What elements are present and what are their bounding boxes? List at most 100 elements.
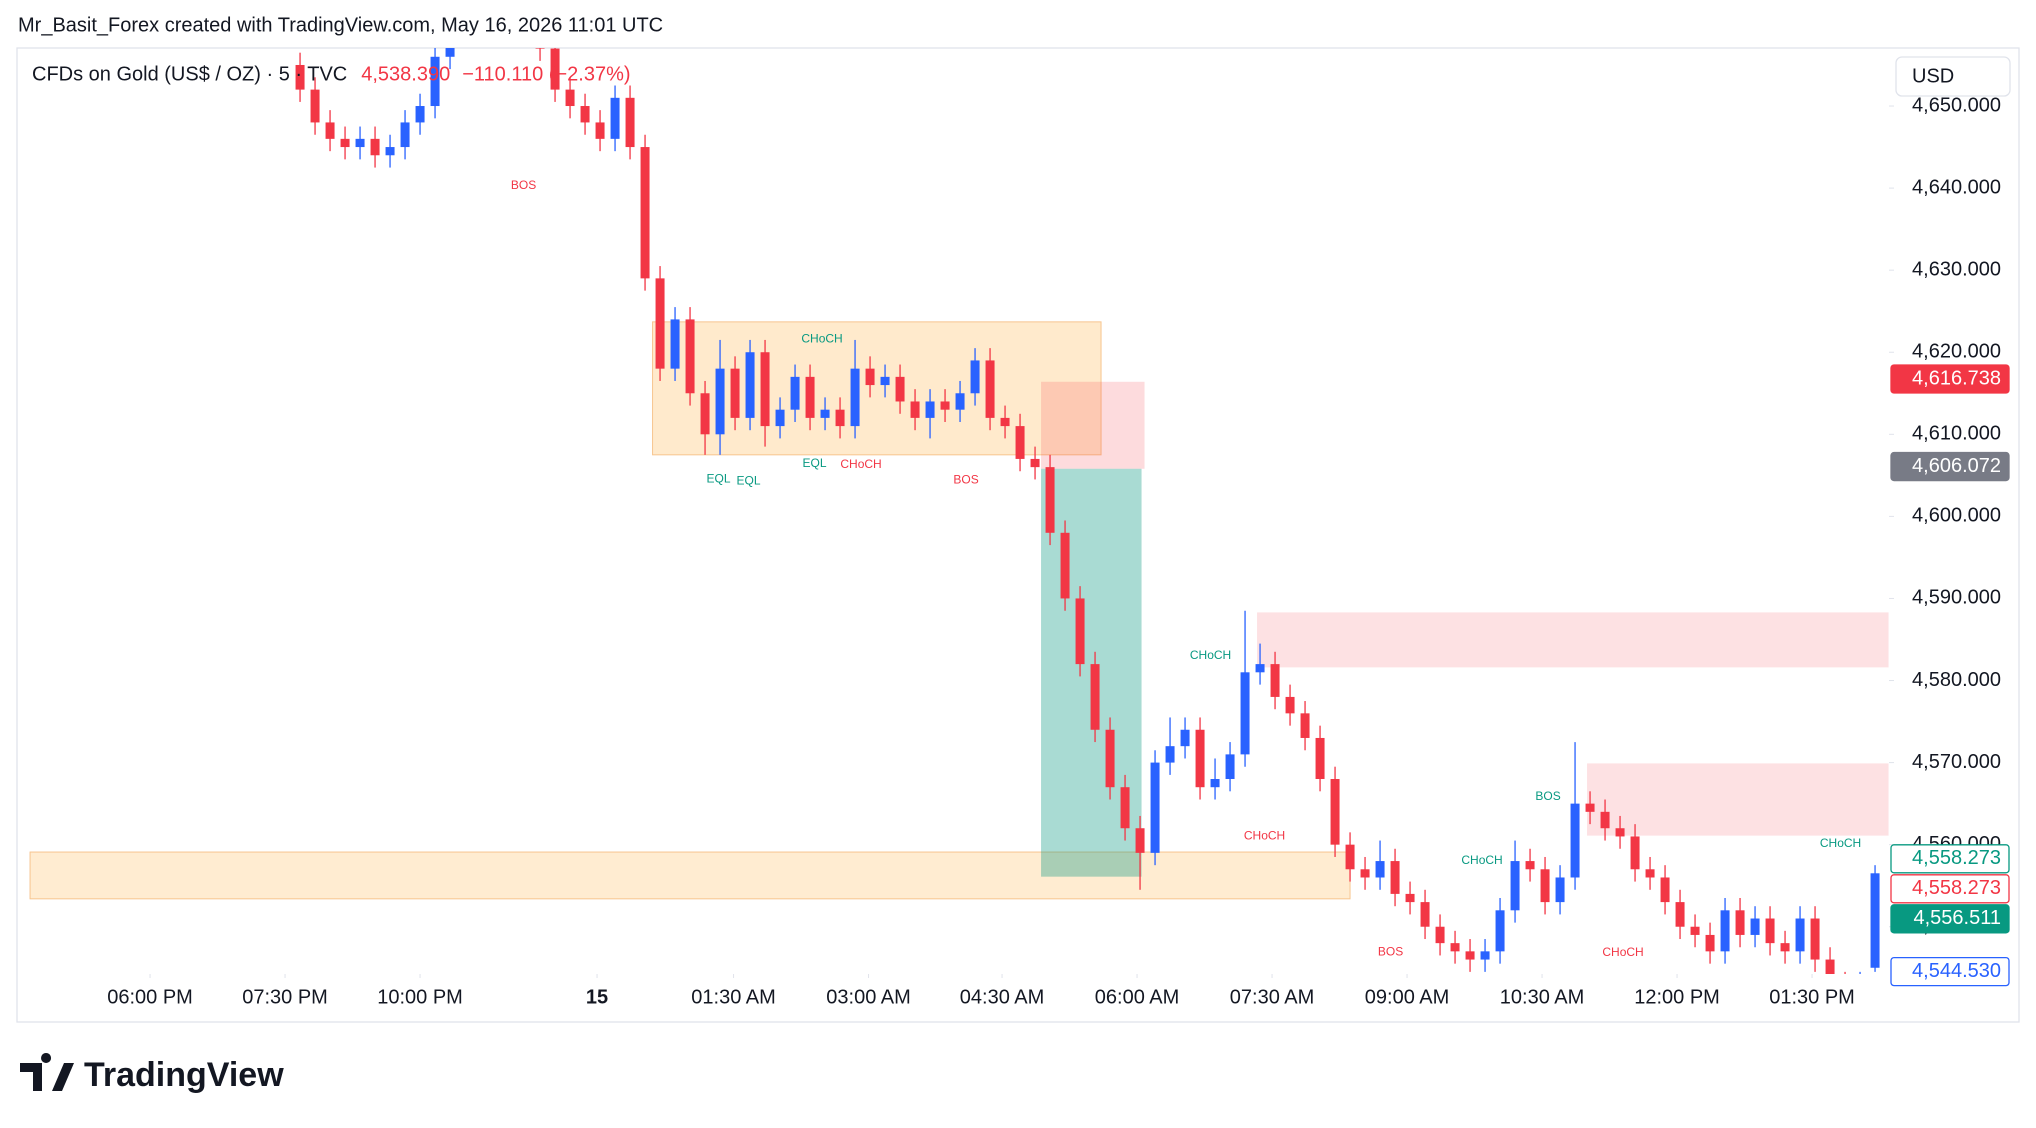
candle-body: [1450, 943, 1460, 952]
price-badge: [1890, 844, 2010, 874]
candle-body: [655, 278, 665, 369]
x-tick-label: 01:30 AM: [691, 986, 776, 1008]
candle-body: [895, 376, 905, 402]
zone: [1257, 612, 1889, 668]
candle-body: [1465, 951, 1475, 960]
price-badge-label: 4,544.530: [1912, 960, 2001, 982]
candle-body: [1375, 861, 1385, 878]
candle-body: [370, 138, 380, 156]
symbol-name: CFDs on Gold (US$ / OZ) · 5 · TVC: [32, 63, 347, 85]
candle-body: [790, 376, 800, 410]
candle-body: [1540, 869, 1550, 903]
candle-body: [1720, 910, 1730, 952]
candle-body: [355, 138, 365, 148]
candle-body: [1750, 918, 1760, 935]
candle-body: [670, 319, 680, 369]
candle-body: [1075, 598, 1085, 665]
y-tick-label: 4,620.000: [1912, 341, 2001, 363]
candle-body: [1150, 762, 1160, 853]
zone: [652, 321, 1102, 456]
logo-icon: [20, 1053, 74, 1091]
x-tick-label: 07:30 AM: [1230, 986, 1315, 1008]
candle-body: [1675, 902, 1685, 927]
zone: [29, 851, 1351, 900]
candle-body: [1360, 869, 1370, 878]
candle-body: [1600, 811, 1610, 829]
candle-body: [1555, 877, 1565, 903]
candle-body: [1705, 934, 1715, 952]
candle-body: [1165, 746, 1175, 763]
candle-body: [1240, 672, 1250, 755]
candle-body: [880, 376, 890, 386]
candle-body: [1285, 696, 1295, 714]
price-badge-label: 4,558.273: [1912, 877, 2001, 899]
candle-body: [1015, 426, 1025, 459]
y-tick-label: 4,570.000: [1912, 751, 2001, 773]
currency-label[interactable]: USD: [1912, 65, 1954, 87]
candle-body: [580, 106, 590, 123]
candle-body: [476, 0, 485, 8]
chart-frame: [16, 47, 2020, 1023]
annotation: CHoCH: [801, 331, 842, 345]
x-tick-label: 12:00 PM: [1634, 986, 1720, 1008]
candle-body: [925, 401, 935, 418]
candle-body: [850, 368, 860, 427]
candle-body: [1390, 861, 1400, 894]
y-tick-label: 4,640.000: [1912, 176, 2001, 198]
candle-body: [970, 360, 980, 394]
candle-body: [325, 122, 335, 139]
candle-body: [1825, 959, 1835, 974]
candle-body: [700, 393, 710, 435]
zone: [1041, 381, 1145, 469]
candle-body: [565, 89, 575, 107]
annotation: BOS: [1535, 789, 1560, 803]
candle-body: [415, 106, 425, 123]
x-tick-label: 09:00 AM: [1365, 986, 1450, 1008]
candle-body: [595, 122, 605, 139]
y-tick-label: 4,580.000: [1912, 669, 2001, 691]
candle-body: [1330, 779, 1340, 845]
candle-body: [1645, 869, 1655, 878]
price-badge-label: 4,556.511: [1914, 907, 2002, 929]
x-tick-label: 01:30 PM: [1769, 986, 1855, 1008]
candle-body: [625, 97, 635, 148]
x-tick-label: 06:00 AM: [1095, 986, 1180, 1008]
currency-button[interactable]: USD: [1895, 56, 2011, 97]
candle-body: [1660, 877, 1670, 903]
x-tick-label: 07:30 PM: [242, 986, 328, 1008]
y-tick-label: 4,650.000: [1912, 94, 2001, 116]
annotation: EQL: [803, 456, 827, 470]
candle-body: [760, 352, 770, 427]
x-tick-label: 15: [586, 986, 608, 1008]
candle-body: [775, 409, 785, 427]
candle-body: [1030, 458, 1040, 468]
candle-body: [1630, 836, 1640, 870]
currency-button-bg[interactable]: [1895, 56, 2011, 97]
axes: 4,550.0004,560.0004,570.0004,580.0004,59…: [107, 94, 2010, 1008]
header-title: Mr_Basit_Forex created with TradingView.…: [18, 14, 663, 36]
candle-body: [1735, 910, 1745, 935]
candle-body: [1300, 713, 1310, 738]
annotation: CHoCH: [1602, 945, 1643, 959]
x-tick-label: 06:00 PM: [107, 986, 193, 1008]
candle-body: [985, 360, 995, 418]
annotation: CHoCH: [1244, 829, 1285, 843]
candle-body: [1000, 417, 1010, 427]
y-tick-label: 4,590.000: [1912, 587, 2001, 609]
candle-body: [805, 376, 815, 418]
candle-body: [610, 97, 620, 139]
candle-body: [835, 409, 845, 427]
annotation: BOS: [511, 178, 536, 192]
candle-body: [1870, 873, 1880, 968]
candle-body: [715, 368, 725, 435]
candle-body: [1255, 664, 1265, 673]
annotation: CHoCH: [840, 457, 881, 471]
annotation: EQL: [707, 472, 731, 486]
legend: CFDs on Gold (US$ / OZ) · 5 · TVC 4,538.…: [32, 63, 631, 85]
candle-body: [1795, 918, 1805, 952]
zone: [1587, 763, 1889, 836]
quote-change: −110.110 (−2.37%): [462, 63, 630, 85]
candle-body: [1345, 844, 1355, 870]
quote: 4,538.390: [361, 63, 450, 85]
candle-body: [1780, 943, 1790, 952]
